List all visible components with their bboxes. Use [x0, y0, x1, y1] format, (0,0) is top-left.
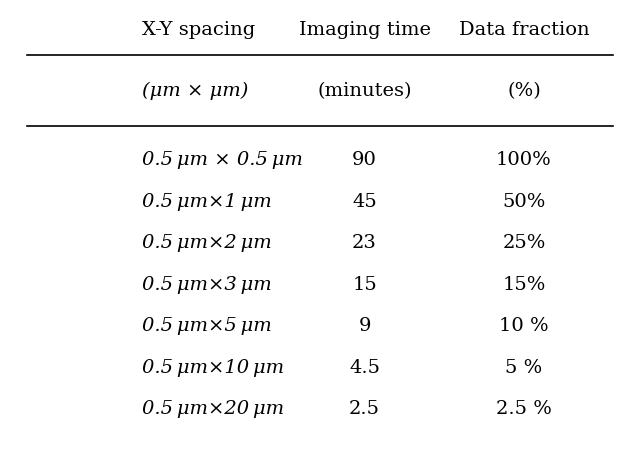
- Text: 9: 9: [358, 317, 371, 335]
- Text: 0.5 μm×2 μm: 0.5 μm×2 μm: [141, 234, 271, 252]
- Text: 5 %: 5 %: [506, 359, 543, 377]
- Text: 0.5 μm×3 μm: 0.5 μm×3 μm: [141, 276, 271, 294]
- Text: 100%: 100%: [496, 151, 552, 169]
- Text: Imaging time: Imaging time: [299, 22, 431, 40]
- Text: 0.5 μm×10 μm: 0.5 μm×10 μm: [141, 359, 284, 377]
- Text: 50%: 50%: [502, 193, 545, 211]
- Text: 25%: 25%: [502, 234, 545, 252]
- Text: 2.5 %: 2.5 %: [496, 400, 552, 418]
- Text: 0.5 μm×1 μm: 0.5 μm×1 μm: [141, 193, 271, 211]
- Text: 2.5: 2.5: [349, 400, 380, 418]
- Text: 10 %: 10 %: [499, 317, 548, 335]
- Text: (%): (%): [507, 82, 541, 100]
- Text: 90: 90: [352, 151, 377, 169]
- Text: 23: 23: [352, 234, 377, 252]
- Text: X-Y spacing: X-Y spacing: [141, 22, 255, 40]
- Text: (μm × μm): (μm × μm): [141, 82, 248, 100]
- Text: 0.5 μm×20 μm: 0.5 μm×20 μm: [141, 400, 284, 418]
- Text: 15: 15: [352, 276, 377, 294]
- Text: 0.5 μm×5 μm: 0.5 μm×5 μm: [141, 317, 271, 335]
- Text: 0.5 μm × 0.5 μm: 0.5 μm × 0.5 μm: [141, 151, 303, 169]
- Text: 4.5: 4.5: [349, 359, 380, 377]
- Text: Data fraction: Data fraction: [459, 22, 589, 40]
- Text: 15%: 15%: [502, 276, 545, 294]
- Text: (minutes): (minutes): [317, 82, 412, 100]
- Text: 45: 45: [352, 193, 377, 211]
